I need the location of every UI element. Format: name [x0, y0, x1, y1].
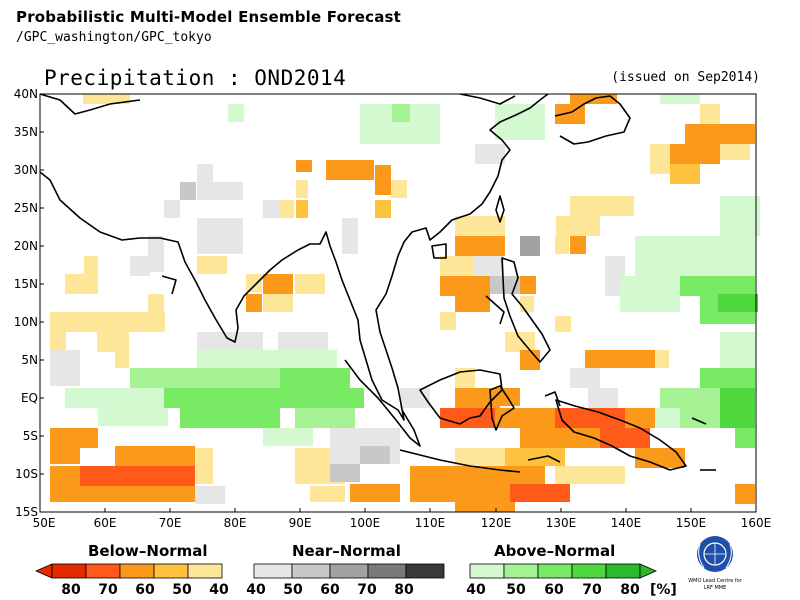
- colorbar-swatch: [291, 563, 331, 579]
- colorbar-arrow-right: [639, 563, 657, 579]
- legend-near-title: Near–Normal: [292, 542, 401, 560]
- legend-near-normal: Near–Normal 40 50 60 70 80: [246, 542, 445, 598]
- legend-tick: 40: [246, 582, 266, 598]
- legend-tick: 80: [61, 582, 81, 598]
- legend-tick: 70: [582, 582, 602, 598]
- colorbar-swatch: [253, 563, 293, 579]
- colorbar-swatch: [329, 563, 369, 579]
- lat-label: 15N: [14, 277, 38, 291]
- legend-above-normal: Above–Normal 40 50 60 70 80 [%]: [466, 542, 677, 598]
- legend-tick: 50: [506, 582, 526, 598]
- lat-label: 5N: [21, 353, 38, 367]
- legend-tick: 60: [135, 582, 155, 598]
- legend-tick: 80: [394, 582, 414, 598]
- legend-above-title: Above–Normal: [494, 542, 615, 560]
- legend-below-title: Below–Normal: [88, 542, 208, 560]
- colorbar-swatch: [153, 563, 189, 579]
- lon-label: 100E: [350, 516, 381, 530]
- legend-tick: 40: [209, 582, 229, 598]
- lon-label: 60E: [94, 516, 117, 530]
- issued-date: (issued on Sep2014): [611, 70, 760, 85]
- lon-label: 130E: [546, 516, 577, 530]
- colorbar-swatch: [571, 563, 607, 579]
- lat-label: EQ: [21, 391, 38, 405]
- lat-label: 35N: [14, 125, 38, 139]
- map-title: Precipitation : OND2014: [44, 66, 347, 90]
- colorbar-swatch: [85, 563, 121, 579]
- colorbar-swatch: [405, 563, 445, 579]
- header-title: Probabilistic Multi-Model Ensemble Forec…: [16, 8, 402, 26]
- probability-grid: [50, 94, 760, 512]
- lon-label: 70E: [159, 516, 182, 530]
- lat-label: 25N: [14, 201, 38, 215]
- lon-label: 90E: [289, 516, 312, 530]
- lon-label: 140E: [611, 516, 642, 530]
- lon-axis: 50E 60E 70E 80E 90E 100E 110E 120E 130E …: [33, 516, 772, 530]
- lon-label: 110E: [415, 516, 446, 530]
- legend-tick: 50: [172, 582, 192, 598]
- lat-label: 30N: [14, 163, 38, 177]
- wmo-emblem-icon: [697, 536, 733, 572]
- colorbar-swatch: [51, 563, 87, 579]
- lon-label: 150E: [676, 516, 707, 530]
- wmo-text: WMO Lead Centre for: [688, 578, 743, 584]
- colorbar-swatch: [537, 563, 573, 579]
- wmo-logo: WMO Lead Centre for LRF MME: [688, 536, 743, 591]
- legend-tick: 50: [283, 582, 303, 598]
- colorbar-swatch: [367, 563, 407, 579]
- lat-label: 15S: [15, 505, 38, 519]
- lon-label: 50E: [33, 516, 56, 530]
- legend-tick: 70: [98, 582, 118, 598]
- map-frame: [39, 93, 757, 513]
- legend-tick: 60: [544, 582, 564, 598]
- lat-label: 10N: [14, 315, 38, 329]
- lat-label: 40N: [14, 87, 38, 101]
- legend-below-normal: Below–Normal 80 70 60 50 40: [35, 542, 229, 598]
- legend-tick: 70: [357, 582, 377, 598]
- lat-label: 20N: [14, 239, 38, 253]
- lat-label: 5S: [23, 429, 38, 443]
- wmo-text: LRF MME: [704, 585, 727, 591]
- legend-tick: 80: [620, 582, 640, 598]
- lon-label: 120E: [481, 516, 512, 530]
- legend-tick: 40: [466, 582, 486, 598]
- lat-label: 10S: [15, 467, 38, 481]
- lat-axis: 40N 35N 30N 25N 20N 15N 10N 5N EQ 5S 10S…: [14, 87, 38, 519]
- colorbar-swatch: [187, 563, 223, 579]
- lon-label: 80E: [224, 516, 247, 530]
- legend-unit: [%]: [650, 582, 677, 598]
- colorbar-swatch: [469, 563, 505, 579]
- colorbar-arrow-left: [35, 563, 53, 579]
- lon-label: 160E: [741, 516, 772, 530]
- colorbar-swatch: [119, 563, 155, 579]
- colorbar-swatch: [503, 563, 539, 579]
- header-subtitle: /GPC_washington/GPC_tokyo: [16, 30, 212, 45]
- legend-tick: 60: [320, 582, 340, 598]
- colorbar-swatch: [605, 563, 641, 579]
- coastlines: [39, 93, 716, 473]
